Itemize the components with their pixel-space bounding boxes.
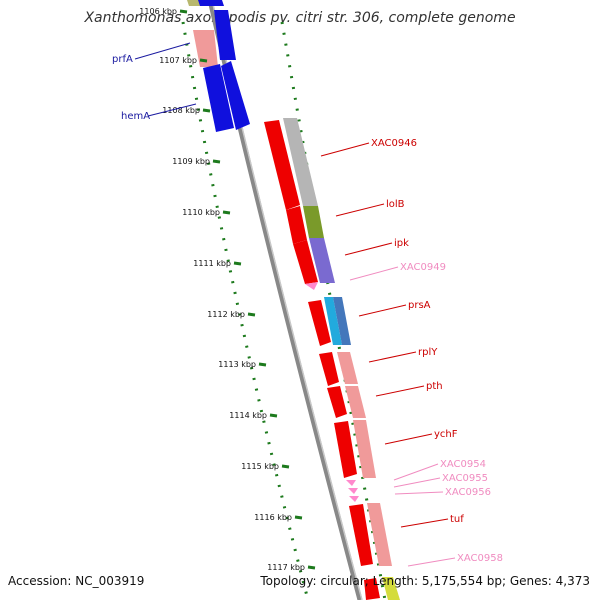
tick-label: 1113 kbp (218, 360, 256, 369)
gene-label[interactable]: tuf (450, 514, 464, 525)
gene-label[interactable]: XAC0949 (400, 262, 446, 273)
gene-block (349, 496, 359, 502)
gene-leader-line (368, 351, 417, 363)
gene-block (293, 240, 318, 284)
gene-block (221, 61, 250, 130)
tick-group: 1106 kbp 1107 kbp 1108 kbp 1109 kbp 1110 kbp… (139, 7, 316, 572)
gene-block (203, 64, 234, 132)
tick-label: 1111 kbp (193, 259, 231, 268)
gene-leader-line (394, 491, 444, 495)
gene-leader-line (320, 142, 370, 157)
gene-label[interactable]: prfA (112, 54, 133, 65)
gene-block (364, 578, 380, 600)
gene-label[interactable]: XAC0946 (371, 138, 417, 149)
tick-mark (294, 515, 303, 520)
gene-block (193, 30, 218, 67)
gene-block (334, 421, 357, 478)
gene-block (264, 120, 300, 210)
tick-label: 1110 kbp (182, 208, 220, 217)
tick-mark (222, 210, 231, 215)
gene-block (324, 297, 342, 345)
gene-block (348, 488, 358, 494)
genome-summary: Topology: circular; Length: 5,175,554 bp… (260, 574, 590, 588)
gene-label[interactable]: ipk (394, 238, 409, 249)
accession-text: Accession: NC_003919 (8, 574, 145, 588)
gene-block (337, 352, 358, 384)
gene-block (382, 577, 400, 600)
tick-label: 1112 kbp (207, 310, 245, 319)
gene-label[interactable]: pth (426, 381, 443, 392)
tick-label: 1107 kbp (159, 56, 197, 65)
tick-label: 1106 kbp (139, 7, 177, 16)
tick-mark (307, 565, 316, 570)
reverse-outer-track (283, 118, 400, 600)
gene-leader-line (147, 103, 197, 117)
gene-leader-line (393, 463, 439, 481)
gene-block (198, 0, 224, 6)
gene-block (353, 420, 376, 478)
tick-mark (199, 58, 208, 63)
reverse-inner-track (264, 120, 380, 600)
gene-block (305, 282, 318, 290)
tick-label: 1109 kbp (172, 157, 210, 166)
tick-mark (281, 464, 290, 469)
gene-block (309, 238, 335, 283)
gene-leader-line (358, 304, 407, 317)
gene-block (345, 386, 366, 418)
gene-block (327, 386, 347, 418)
tick-label: 1114 kbp (229, 411, 267, 420)
gene-leader-line (335, 203, 385, 217)
tick-mark (233, 261, 242, 266)
gene-leader-line (407, 557, 456, 567)
gene-label[interactable]: XAC0954 (440, 459, 486, 470)
tick-label: 1115 kbp (241, 462, 279, 471)
gene-leader-line (344, 242, 393, 256)
gene-block (286, 206, 307, 244)
gene-block (283, 118, 318, 206)
gene-leader-line (375, 385, 425, 397)
gene-leader-line (384, 433, 433, 445)
map-title: Xanthomonas axonopodis pv. citri str. 30… (84, 10, 516, 26)
gene-block (214, 10, 236, 60)
gene-leader-line (349, 266, 399, 281)
tick-mark (269, 413, 278, 418)
tick-label: 1116 kbp (254, 513, 292, 522)
tick-mark (212, 159, 221, 164)
gene-leader-line (134, 42, 191, 60)
gene-label[interactable]: lolB (386, 199, 405, 210)
tick-label: 1108 kbp (162, 106, 200, 115)
gene-label-group: prfA hemA XAC0946 lolB ipk XAC0949 prsA rplY pth… (112, 42, 503, 567)
tick-mark (247, 312, 256, 317)
gene-label[interactable]: XAC0956 (445, 487, 491, 498)
forward-strand-genes (187, 0, 250, 132)
gene-label[interactable]: prsA (408, 300, 431, 311)
gene-block (346, 480, 356, 486)
gene-label[interactable]: ychF (434, 429, 458, 440)
gene-block (319, 352, 339, 386)
tick-mark (258, 362, 267, 367)
tick-mark (202, 108, 211, 113)
gene-label[interactable]: rplY (418, 347, 438, 358)
gene-block (349, 504, 373, 566)
tick-label: 1117 kbp (267, 563, 305, 572)
gene-leader-line (400, 518, 449, 528)
gene-block (303, 206, 324, 238)
gene-block (333, 297, 351, 345)
gene-label[interactable]: hemA (121, 111, 150, 122)
gene-leader-line (393, 477, 441, 488)
gene-block (367, 503, 392, 566)
gene-block (308, 300, 331, 346)
gene-label[interactable]: XAC0958 (457, 553, 503, 564)
tick-mark (179, 9, 188, 14)
gene-label[interactable]: XAC0955 (442, 473, 488, 484)
